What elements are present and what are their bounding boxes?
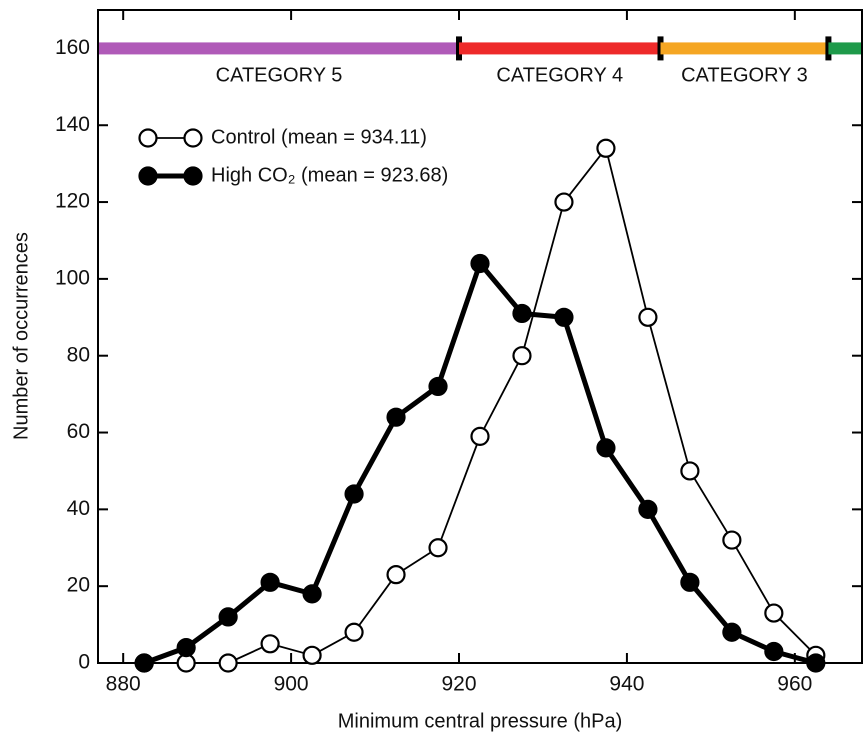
data-point xyxy=(596,438,616,458)
data-point xyxy=(638,307,658,327)
data-point xyxy=(344,484,364,504)
legend-label: Control (mean = 934.11) xyxy=(211,126,427,148)
data-point xyxy=(386,565,406,585)
data-point xyxy=(764,603,784,623)
data-point xyxy=(764,641,784,662)
data-point xyxy=(260,634,280,654)
legend-label: High CO₂ (mean = 923.68) xyxy=(211,164,448,186)
y-tick-label: 60 xyxy=(67,420,90,443)
data-point xyxy=(302,584,322,604)
data-point xyxy=(722,622,742,642)
legend-marker xyxy=(138,166,158,186)
y-tick-label: 100 xyxy=(55,266,90,289)
y-tick-label: 0 xyxy=(78,651,90,674)
data-point xyxy=(428,538,448,558)
y-tick-label: 120 xyxy=(55,190,90,213)
data-point xyxy=(260,572,280,592)
legend-marker xyxy=(183,128,203,148)
data-point xyxy=(638,499,658,519)
x-tick-label: 940 xyxy=(609,673,644,696)
series-line xyxy=(144,147,817,664)
data-point xyxy=(722,530,742,550)
category-band xyxy=(828,42,861,55)
y-tick-label: 140 xyxy=(55,113,90,136)
data-point xyxy=(344,622,364,642)
category-band xyxy=(660,42,829,55)
x-tick-label: 920 xyxy=(441,673,476,696)
y-tick-label: 20 xyxy=(67,574,90,597)
data-point xyxy=(218,653,238,673)
series-line xyxy=(143,261,817,666)
category-band xyxy=(459,42,661,55)
legend-marker xyxy=(183,166,203,186)
data-point xyxy=(806,653,826,673)
band-label: CATEGORY 5 xyxy=(216,65,343,87)
band-label: CATEGORY 4 xyxy=(496,65,623,87)
data-point xyxy=(680,572,700,592)
data-point xyxy=(554,307,574,327)
data-point xyxy=(134,653,154,673)
y-tick-label: 160 xyxy=(55,36,90,59)
data-point xyxy=(386,407,406,427)
data-point xyxy=(428,376,448,397)
y-axis-label: Number of occurrences xyxy=(10,232,32,440)
data-point xyxy=(176,638,196,658)
x-tick-label: 880 xyxy=(106,673,141,696)
data-point xyxy=(512,346,532,366)
data-point xyxy=(218,607,238,627)
data-point xyxy=(512,303,532,324)
data-point xyxy=(302,645,322,665)
data-point xyxy=(470,253,490,274)
data-point xyxy=(596,138,616,158)
x-axis-label: Minimum central pressure (hPa) xyxy=(338,710,623,732)
plot-frame xyxy=(97,9,863,664)
x-tick-label: 960 xyxy=(777,673,812,696)
y-tick-label: 40 xyxy=(67,497,90,520)
legend-marker xyxy=(138,128,158,148)
y-tick-label: 80 xyxy=(67,343,90,366)
data-point xyxy=(554,192,574,212)
x-tick-label: 900 xyxy=(274,673,309,696)
data-point xyxy=(470,426,490,446)
band-label: CATEGORY 3 xyxy=(681,65,808,87)
data-point xyxy=(680,461,700,481)
category-band xyxy=(99,42,460,55)
